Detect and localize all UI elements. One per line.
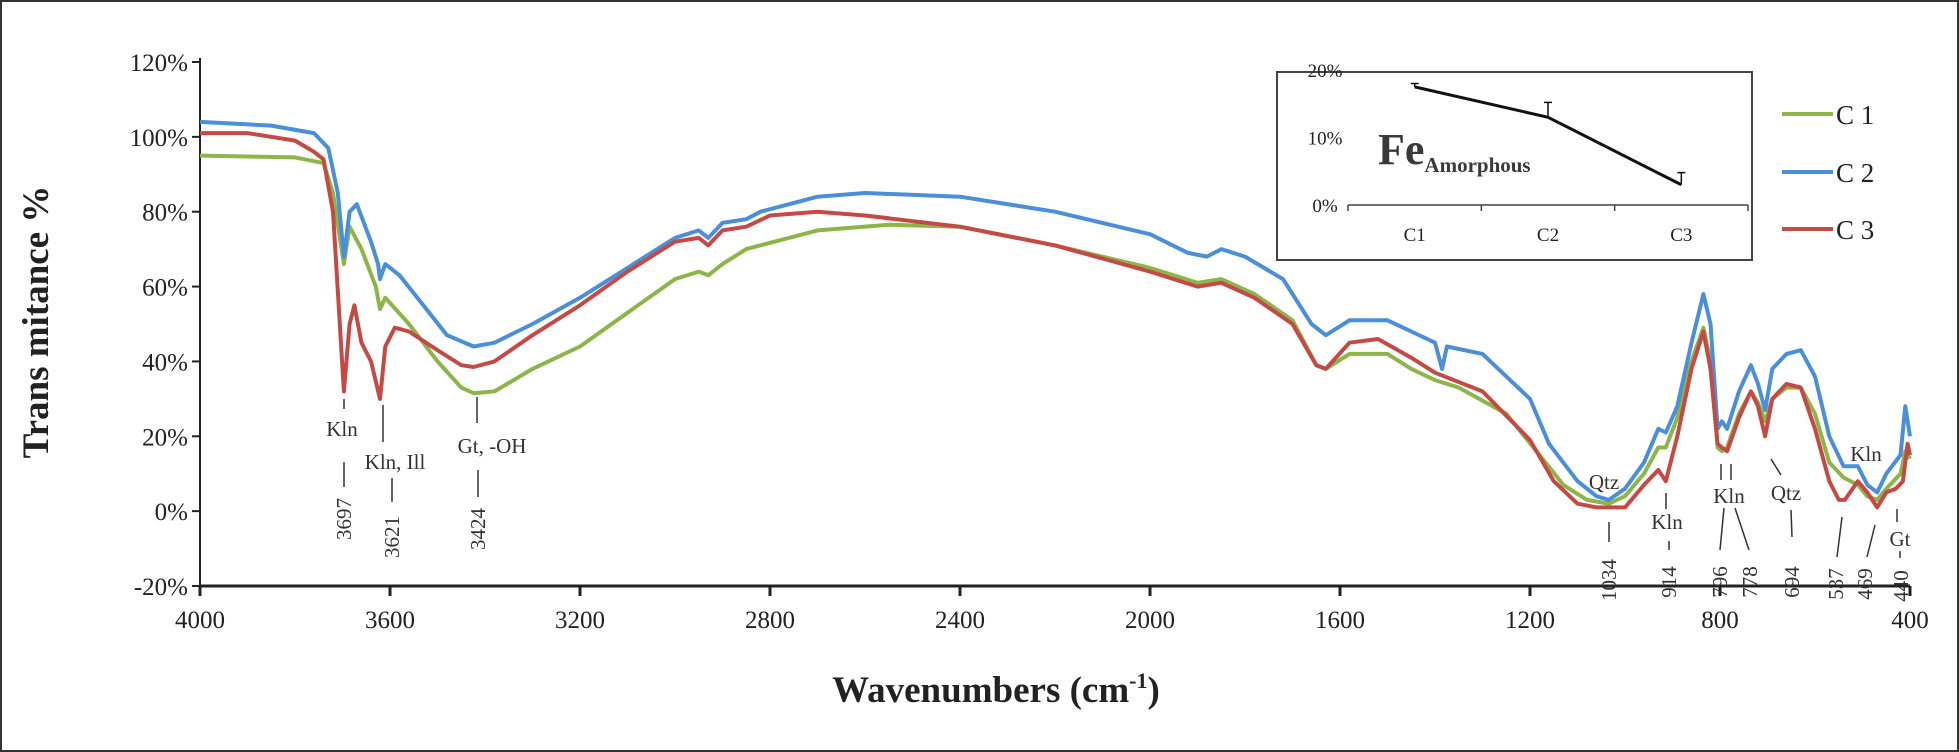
y-axis-title: Trans mitance % bbox=[16, 186, 57, 459]
annotation-leader-line bbox=[1770, 458, 1782, 476]
x-tick-label: 2400 bbox=[935, 607, 985, 634]
y-tick-label: 80% bbox=[142, 200, 188, 227]
x-tick-label: 400 bbox=[1891, 607, 1929, 634]
y-tick-label: 0% bbox=[155, 499, 188, 526]
band-assignment-label: Kln bbox=[1651, 510, 1683, 534]
band-assignment-label: Gt bbox=[1890, 527, 1911, 551]
x-tick-label: 2000 bbox=[1125, 607, 1175, 634]
annotation-leader-line bbox=[1790, 509, 1793, 538]
inset-y-tick-label: 10% bbox=[1308, 129, 1343, 150]
band-assignment-label: Qtz bbox=[1771, 481, 1801, 505]
inset-title: FeAmorphous bbox=[1378, 125, 1531, 177]
x-tick-label: 3600 bbox=[365, 607, 415, 634]
y-tick-label: -20% bbox=[134, 574, 188, 601]
inset-x-tick-label: C1 bbox=[1404, 225, 1426, 246]
band-wavenumber-label: 914 bbox=[1657, 566, 1681, 598]
band-wavenumber-label: 1034 bbox=[1597, 559, 1621, 602]
x-axis-title-text: Wavenumbers (cm bbox=[832, 670, 1129, 711]
band-wavenumber-label: 796 bbox=[1708, 566, 1732, 598]
band-assignment-label: Kln, Ill bbox=[365, 450, 426, 474]
y-tick-label: 20% bbox=[142, 424, 188, 451]
band-assignment-label: Kln bbox=[1713, 484, 1745, 508]
legend-label-1: C 1 bbox=[1836, 100, 1874, 130]
band-wavenumber-label: 3621 bbox=[380, 516, 404, 558]
y-tick-label: 40% bbox=[142, 349, 188, 376]
band-wavenumber-label: 537 bbox=[1824, 568, 1848, 600]
band-assignment-label: Gt, -OH bbox=[458, 434, 527, 458]
inset-y-tick-label: 20% bbox=[1308, 61, 1343, 82]
inset-y-tick-label: 0% bbox=[1312, 196, 1338, 217]
annotation-leader-line bbox=[1866, 524, 1876, 558]
annotation-leader-line bbox=[1719, 507, 1725, 551]
band-wavenumber-label: 3697 bbox=[332, 498, 356, 540]
x-tick-label: 4000 bbox=[175, 607, 225, 634]
annotation-leader-line bbox=[1836, 516, 1843, 558]
x-axis-title-end: ) bbox=[1148, 670, 1160, 711]
annotation-leader-line bbox=[1734, 507, 1750, 551]
inset-x-tick-label: C3 bbox=[1670, 225, 1692, 246]
series-line-c2 bbox=[199, 119, 1912, 502]
band-wavenumber-label: 3424 bbox=[466, 508, 490, 551]
band-assignment-label: Kln bbox=[326, 417, 358, 441]
band-wavenumber-label: 469 bbox=[1853, 568, 1877, 600]
x-tick-label: 2800 bbox=[745, 607, 795, 634]
x-tick-label: 3200 bbox=[555, 607, 605, 634]
legend-label-3: C 3 bbox=[1836, 215, 1874, 245]
band-assignment-label: Qtz bbox=[1589, 470, 1619, 494]
y-tick-label: 60% bbox=[142, 275, 188, 302]
inset-chart-frame bbox=[1276, 71, 1753, 261]
y-tick-label: 120% bbox=[130, 50, 188, 77]
y-tick-label: 100% bbox=[130, 125, 188, 152]
x-tick-label: 1200 bbox=[1505, 607, 1555, 634]
band-wavenumber-label: 778 bbox=[1738, 566, 1762, 598]
x-axis-title: Wavenumbers (cm-1) bbox=[832, 668, 1160, 711]
inset-x-tick-label: C2 bbox=[1537, 225, 1559, 246]
band-wavenumber-label: 694 bbox=[1780, 566, 1804, 598]
inset-title-subscript: Amorphous bbox=[1424, 153, 1530, 177]
series-line-c3 bbox=[200, 131, 1912, 510]
x-tick-label: 800 bbox=[1701, 607, 1739, 634]
x-axis-title-superscript: -1 bbox=[1129, 668, 1147, 693]
band-wavenumber-label: 440 bbox=[1889, 570, 1913, 602]
inset-title-main: Fe bbox=[1378, 125, 1424, 174]
x-tick-label: 1600 bbox=[1315, 607, 1365, 634]
legend-label-2: C 2 bbox=[1836, 158, 1874, 188]
band-assignment-label: Kln bbox=[1850, 442, 1882, 466]
